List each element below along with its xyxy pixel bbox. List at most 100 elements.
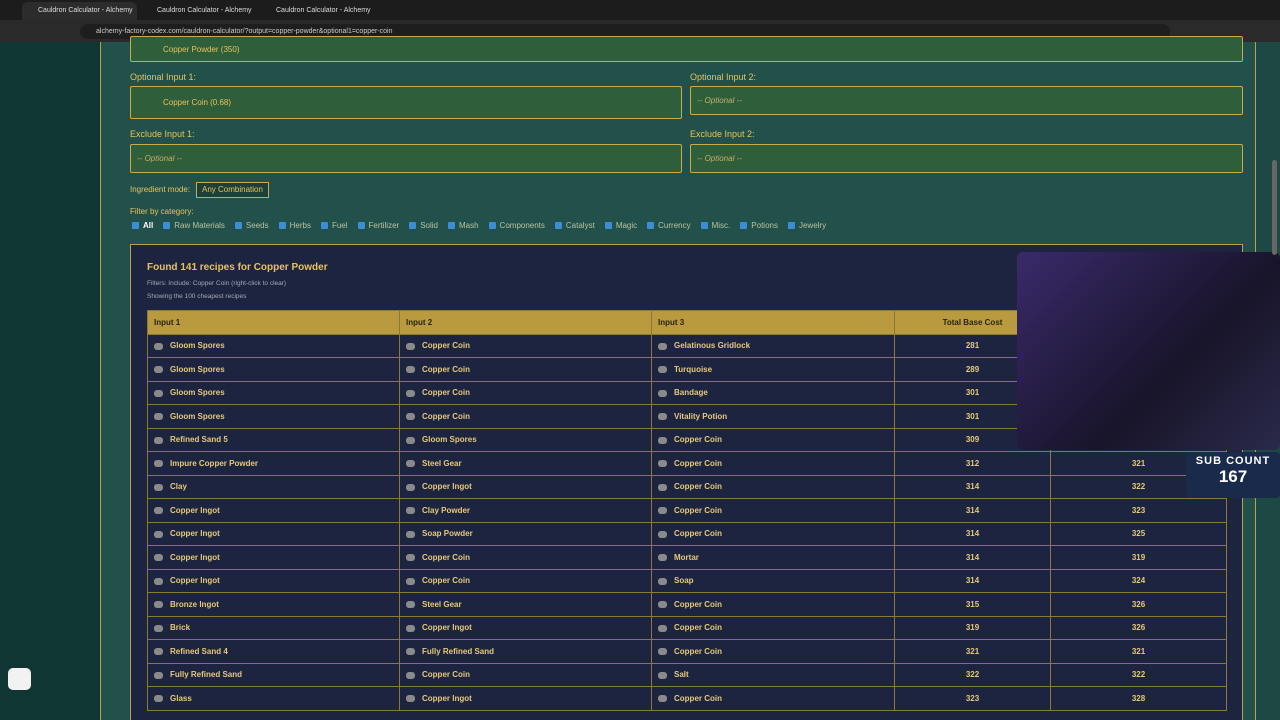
- cell: Gloom Spores: [147, 357, 400, 382]
- tab[interactable]: Cauldron Calculator - Alchemy: [260, 2, 375, 20]
- filter-option[interactable]: Raw Materials: [163, 221, 225, 230]
- cell-text: Refined Sand 5: [170, 435, 228, 445]
- cell-text: Gloom Spores: [422, 435, 477, 445]
- cell: Soap: [651, 568, 895, 593]
- cell-text: 322: [1131, 482, 1146, 492]
- cell: Copper Ingot: [399, 474, 652, 499]
- item-icon: [154, 554, 163, 562]
- filter-option[interactable]: Solid: [409, 221, 438, 230]
- cell-text: Copper Coin: [422, 670, 470, 680]
- item-icon: [406, 554, 415, 562]
- webcam-overlay: [1017, 252, 1280, 450]
- cell: Salt: [651, 662, 895, 687]
- cell-text: 314: [965, 505, 980, 515]
- cell-text: Copper Ingot: [170, 529, 220, 539]
- cell: Copper Ingot: [147, 568, 400, 593]
- item-icon: [658, 507, 667, 515]
- item-icon: [658, 671, 667, 679]
- select[interactable]: -- Optional --: [690, 86, 1243, 115]
- filter-option[interactable]: Mash: [447, 221, 479, 230]
- select[interactable]: -- Optional --: [690, 144, 1243, 173]
- item-icon: [154, 460, 163, 468]
- cell: Gelatinous Gridlock: [651, 333, 895, 358]
- item-icon: [406, 671, 415, 679]
- table-row: Copper Ingot Soap Powder Copper Coin 314 325: [147, 521, 1227, 546]
- cell: 322: [894, 662, 1051, 687]
- item-icon: [658, 389, 667, 397]
- cell: Gloom Spores: [147, 404, 400, 429]
- filter-option[interactable]: Currency: [647, 221, 691, 230]
- select[interactable]: Copper Coin (0.68): [130, 86, 682, 119]
- filter-option[interactable]: Fuel: [320, 221, 348, 230]
- scrollbar[interactable]: [1272, 160, 1277, 255]
- url-field[interactable]: alchemy-factory-codex.com/cauldron-calcu…: [80, 24, 1170, 39]
- cell: Clay Powder: [399, 498, 652, 523]
- filter-label: Solid: [420, 221, 438, 230]
- column-header: Total Base Cost: [894, 310, 1051, 335]
- cell-text: Gloom Spores: [170, 364, 225, 374]
- sub-value: 167: [1218, 467, 1248, 486]
- cell: Fully Refined Sand: [147, 662, 400, 687]
- cell-text: Copper Coin: [674, 435, 722, 445]
- item-icon: [406, 366, 415, 374]
- cell: Copper Coin: [651, 639, 895, 664]
- table-row: Glass Copper Ingot Copper Coin 323 328: [147, 686, 1227, 711]
- filter-label: Currency: [658, 221, 691, 230]
- cell: Copper Ingot: [147, 498, 400, 523]
- filter-option[interactable]: Magic: [604, 221, 637, 230]
- cell-text: Refined Sand 4: [170, 646, 228, 656]
- select[interactable]: -- Optional --: [130, 144, 682, 173]
- cell: Clay: [147, 474, 400, 499]
- cell-text: 326: [1131, 623, 1146, 633]
- filter-label: Seeds: [245, 221, 269, 230]
- filter-option[interactable]: Catalyst: [554, 221, 595, 230]
- cell: 314: [894, 474, 1051, 499]
- cell: 321: [894, 639, 1051, 664]
- note: Filters: Include: Copper Coin (right-cli…: [147, 280, 287, 287]
- filter-option[interactable]: Jewelry: [787, 221, 826, 230]
- cell-text: Soap: [674, 576, 694, 586]
- cell-text: Copper Ingot: [422, 693, 472, 703]
- checkbox: [409, 222, 417, 229]
- cell: 325: [1050, 521, 1227, 546]
- cell-text: 314: [965, 482, 980, 492]
- checkbox: [234, 222, 242, 229]
- cell: 326: [1050, 592, 1227, 617]
- filter-option[interactable]: Fertilizer: [357, 221, 399, 230]
- filter-option[interactable]: Herbs: [278, 221, 311, 230]
- cell-text: 321: [965, 646, 980, 656]
- filter-option[interactable]: Components: [488, 221, 545, 230]
- filter-label: Fuel: [331, 221, 348, 230]
- tab[interactable]: Cauldron Calculator - Alchemy: [22, 2, 137, 20]
- cell-text: 314: [965, 529, 980, 539]
- cell-text: Gelatinous Gridlock: [674, 341, 751, 351]
- filter-option[interactable]: Potions: [740, 221, 778, 230]
- cell-text: Copper Coin: [422, 576, 470, 586]
- filter-option[interactable]: Misc.: [700, 221, 730, 230]
- item-icon: [658, 366, 667, 374]
- item-icon: [658, 483, 667, 491]
- item-icon: [658, 413, 667, 421]
- cell-text: Copper Coin: [674, 646, 722, 656]
- cell-text: Copper Coin: [422, 364, 470, 374]
- cell: Bandage: [651, 380, 895, 405]
- tab[interactable]: Cauldron Calculator - Alchemy: [141, 2, 256, 20]
- cell-text: Bronze Ingot: [170, 599, 219, 609]
- cell-text: 309: [965, 435, 980, 445]
- cell: Copper Coin: [399, 568, 652, 593]
- label: Exclude Input 1:: [130, 129, 195, 139]
- filter-option[interactable]: All: [132, 221, 153, 230]
- cell-text: Gloom Spores: [170, 388, 225, 398]
- filter-option[interactable]: Seeds: [234, 221, 269, 230]
- mode-button[interactable]: Any Combination: [196, 182, 269, 198]
- output-select[interactable]: Copper Powder (350): [130, 36, 1243, 62]
- cell: 323: [894, 686, 1051, 711]
- left-bar: [0, 42, 100, 720]
- filter-label: Potions: [751, 221, 778, 230]
- item-icon: [154, 671, 163, 679]
- shield-icon[interactable]: [8, 668, 31, 690]
- cell: Gloom Spores: [147, 333, 400, 358]
- cell: Copper Coin: [651, 451, 895, 476]
- cell: Refined Sand 4: [147, 639, 400, 664]
- cell: Copper Coin: [651, 427, 895, 452]
